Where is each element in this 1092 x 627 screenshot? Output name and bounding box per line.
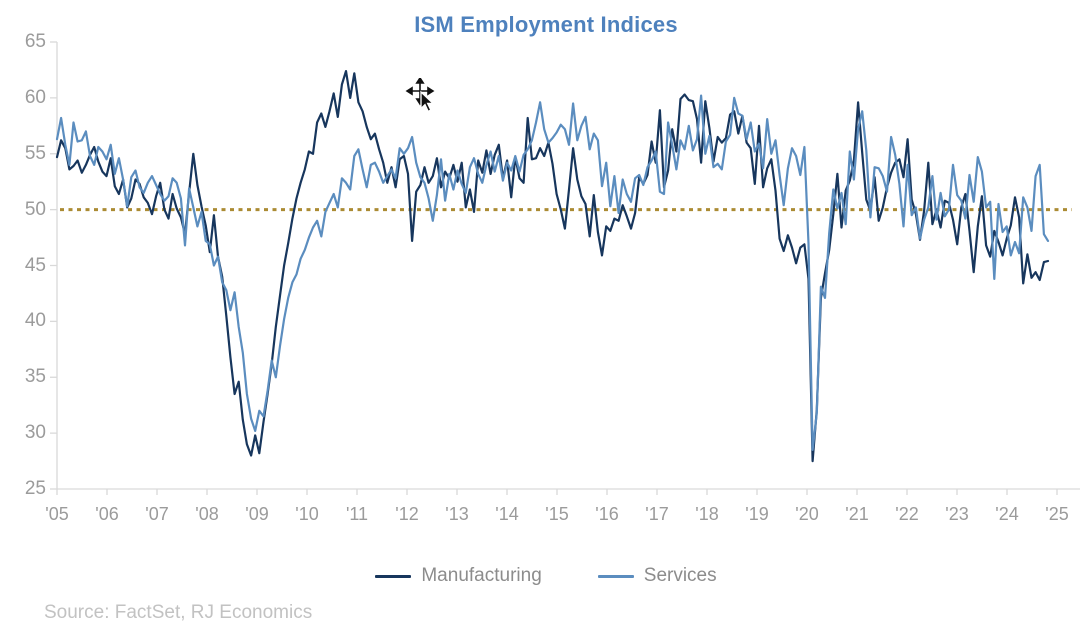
x-axis-tick-label: '24 xyxy=(995,504,1019,524)
source-note: Source: FactSet, RJ Economics xyxy=(44,602,313,623)
x-axis-tick-label: '18 xyxy=(695,504,719,524)
y-axis-tick-label: 35 xyxy=(24,366,46,388)
series-line-services xyxy=(55,94,1050,451)
x-axis-tick-label: '21 xyxy=(845,504,869,524)
services-line-swatch-icon xyxy=(597,574,634,578)
y-axis-tick-label: 40 xyxy=(24,310,46,332)
x-axis-tick-label: '11 xyxy=(345,504,369,524)
x-axis-tick-label: '16 xyxy=(595,504,619,524)
x-axis-tick-label: '25 xyxy=(1045,504,1069,524)
y-axis-tick-label: 60 xyxy=(24,86,46,108)
x-axis-tick-label: '06 xyxy=(95,504,119,524)
x-axis-tick-label: '19 xyxy=(745,504,769,524)
x-axis-tick-label: '07 xyxy=(145,504,169,524)
chart-title: ISM Employment Indices xyxy=(414,12,678,37)
x-axis-tick-label: '17 xyxy=(645,504,669,524)
x-axis-tick-label: '10 xyxy=(295,504,319,524)
x-axis-tick-label: '15 xyxy=(545,504,569,524)
legend-label-manufacturing: Manufacturing xyxy=(421,565,542,586)
y-axis-tick-label: 65 xyxy=(24,31,46,52)
x-axis-tick-label: '12 xyxy=(395,504,419,524)
series-line-manufacturing xyxy=(55,69,1050,463)
x-axis-tick-label: '20 xyxy=(795,504,819,524)
x-axis-tick-label: '22 xyxy=(895,504,919,524)
x-axis-tick-label: '08 xyxy=(195,504,219,524)
x-axis-tick-label: '13 xyxy=(445,504,469,524)
x-axis-tick-label: '14 xyxy=(495,504,519,524)
legend-item-services: Services xyxy=(597,565,717,587)
y-axis-tick-label: 55 xyxy=(24,142,46,164)
y-axis-tick-label: 50 xyxy=(24,198,46,220)
x-axis-tick-label: '05 xyxy=(45,504,69,524)
x-axis-tick-label: '23 xyxy=(945,504,969,524)
manufacturing-line-swatch-icon xyxy=(375,574,412,578)
legend-label-services: Services xyxy=(643,565,717,586)
y-axis-tick-label: 45 xyxy=(24,254,46,276)
y-axis-tick-label: 30 xyxy=(24,422,46,444)
chart-legend: Manufacturing Services xyxy=(0,565,1092,587)
legend-item-manufacturing: Manufacturing xyxy=(375,565,542,587)
y-axis-tick-label: 25 xyxy=(24,478,46,499)
x-axis-tick-label: '09 xyxy=(245,504,269,524)
